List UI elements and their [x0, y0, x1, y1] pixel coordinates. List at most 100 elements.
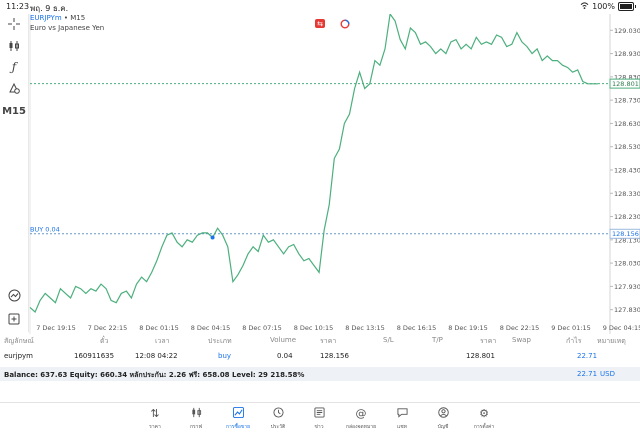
position-row[interactable]: eurjpym 160911635 12:08 04:22 buy 0.04 1… — [0, 352, 640, 364]
symbol-timeframe: M15 — [70, 14, 86, 22]
y-tick-label: 128.330 — [614, 190, 640, 198]
crosshair-icon[interactable] — [6, 16, 22, 32]
buy-price-tag: 128.156 — [609, 228, 640, 239]
account-currency: USD — [600, 370, 615, 378]
new-order-icon[interactable] — [6, 311, 22, 327]
x-tick-label: 9 Dec 04:15 — [603, 324, 640, 332]
battery-percent: 100% — [592, 2, 615, 11]
y-axis: 129.030 128.930 128.830 128.730 128.630 128.5… — [610, 27, 640, 314]
y-tick-label: 128.030 — [614, 260, 640, 268]
settings-icon: ⚙ — [479, 407, 489, 420]
nav-history-label: ประวัติ — [270, 424, 286, 430]
chart-symbol-title: EURJPYm • M15 — [30, 14, 85, 22]
price-chart[interactable]: 129.030 128.930 128.830 128.730 128.630 128.5… — [28, 14, 640, 334]
bid-price-label: 128.801 — [612, 80, 639, 88]
indicators-icon[interactable]: ƒ — [11, 60, 17, 74]
position-profit: 22.71 — [577, 352, 598, 360]
col-comment: หมายเหตุ — [597, 337, 626, 345]
battery-indicator: 100% — [580, 2, 636, 11]
x-tick-label: 8 Dec 10:15 — [294, 324, 334, 332]
nav-chat[interactable]: แชท — [382, 407, 422, 431]
chart-type-icon[interactable] — [6, 38, 22, 54]
col-type: ประเภท — [208, 337, 232, 345]
x-tick-label: 8 Dec 19:15 — [448, 324, 488, 332]
price-series-line — [29, 14, 598, 314]
y-tick-label: 128.730 — [614, 97, 640, 105]
y-tick-label: 129.030 — [614, 27, 640, 35]
position-open-price: 128.156 — [320, 352, 349, 360]
nav-chat-label: แชท — [397, 424, 407, 430]
battery-icon — [618, 2, 636, 11]
y-tick-label: 127.830 — [614, 306, 640, 314]
position-current-price: 128.801 — [466, 352, 495, 360]
symbol-description: Euro vs Japanese Yen — [30, 24, 105, 32]
timeframe-button[interactable]: M15 — [2, 105, 26, 117]
nav-mailbox-label: กล่องจดหมาย — [345, 424, 377, 430]
y-tick-label: 128.530 — [614, 143, 640, 151]
buy-line-label: BUY 0.04 — [30, 225, 60, 233]
y-tick-label: 128.230 — [614, 213, 640, 221]
candles-icon — [176, 407, 216, 421]
x-tick-label: 8 Dec 13:15 — [345, 324, 385, 332]
x-tick-label: 7 Dec 19:15 — [36, 324, 76, 332]
quotes-icon: ⇅ — [150, 407, 160, 420]
nav-settings[interactable]: ⚙ การตั้งค่า — [464, 407, 504, 431]
y-tick-label: 128.830 — [614, 73, 640, 81]
balance-text: Balance: 637.63 Equity: 660.34 หลักประกั… — [4, 371, 305, 379]
col-price: ราคา — [320, 337, 337, 345]
nav-account-label: บัญชี — [437, 424, 449, 430]
nav-mailbox[interactable]: @ กล่องจดหมาย — [341, 407, 381, 431]
nav-history[interactable]: ประวัติ — [258, 407, 298, 431]
y-tick-label: 128.130 — [614, 236, 640, 244]
nav-quotes[interactable]: ⇅ ราคา — [135, 407, 175, 431]
col-time: เวลา — [155, 337, 170, 345]
chart-canvas[interactable]: 129.030 128.930 128.830 128.730 128.630 128.5… — [28, 14, 640, 334]
col-symbol: สัญลักษณ์ — [4, 337, 34, 345]
position-time: 12:08 04:22 — [135, 352, 178, 360]
title-separator: • — [63, 14, 69, 22]
status-time: 11:23 — [6, 2, 30, 11]
x-tick-label: 7 Dec 22:15 — [88, 324, 128, 332]
account-icon — [423, 407, 463, 421]
col-volume: Volume — [270, 336, 297, 344]
y-tick-label: 128.930 — [614, 50, 640, 58]
buy-entry-marker — [210, 235, 215, 240]
history-icon — [258, 407, 298, 421]
bottom-navigation: ⇅ ราคา กราฟ การซื้อขาย ประวัติ ข่าว @ กล… — [0, 402, 640, 448]
nav-account[interactable]: บัญชี — [423, 407, 463, 431]
col-swap: Swap — [512, 336, 531, 344]
x-tick-label: 8 Dec 07:15 — [242, 324, 282, 332]
mail-icon: @ — [355, 407, 367, 420]
objects-icon[interactable] — [6, 80, 22, 96]
symbol-name: EURJPYm — [30, 14, 62, 22]
position-type: buy — [218, 352, 232, 360]
position-ticket: 160911635 — [74, 352, 115, 360]
x-tick-label: 8 Dec 04:15 — [191, 324, 231, 332]
nav-chart[interactable]: กราฟ — [176, 407, 216, 431]
nav-settings-label: การตั้งค่า — [473, 424, 495, 430]
status-bar: 11:23 พฤ. 9 ธ.ค. 100% — [0, 0, 640, 14]
wifi-icon — [580, 2, 589, 11]
col-ticket: ตั๋ว — [100, 337, 109, 345]
y-tick-label: 127.930 — [614, 283, 640, 291]
x-tick-label: 8 Dec 22:15 — [500, 324, 540, 332]
col-tp: T/P — [432, 336, 443, 344]
position-volume: 0.04 — [277, 352, 293, 360]
status-date: พฤ. 9 ธ.ค. — [30, 4, 69, 13]
x-tick-label: 8 Dec 01:15 — [139, 324, 179, 332]
nav-news[interactable]: ข่าว — [299, 407, 339, 431]
col-sl: S/L — [383, 336, 394, 344]
chart-sync-icon[interactable] — [340, 19, 350, 29]
trading-history-icon[interactable] — [6, 287, 22, 303]
one-click-trading-icon[interactable]: ⇆ — [315, 19, 325, 28]
x-axis: 7 Dec 19:15 7 Dec 22:15 8 Dec 01:15 8 Dec 0… — [36, 324, 640, 332]
nav-quotes-label: ราคา — [149, 424, 161, 430]
x-tick-label: 9 Dec 01:15 — [551, 324, 591, 332]
nav-trade-label: การซื้อขาย — [225, 424, 251, 430]
nav-trade[interactable]: การซื้อขาย — [218, 407, 258, 431]
chat-icon — [382, 407, 422, 421]
chart-toolbar: ƒ M15 — [0, 14, 29, 332]
balance-summary-bar: Balance: 637.63 Equity: 660.34 หลักประกั… — [0, 367, 640, 381]
nav-chart-label: กราฟ — [189, 424, 203, 430]
buy-price-label: 128.156 — [612, 230, 639, 238]
